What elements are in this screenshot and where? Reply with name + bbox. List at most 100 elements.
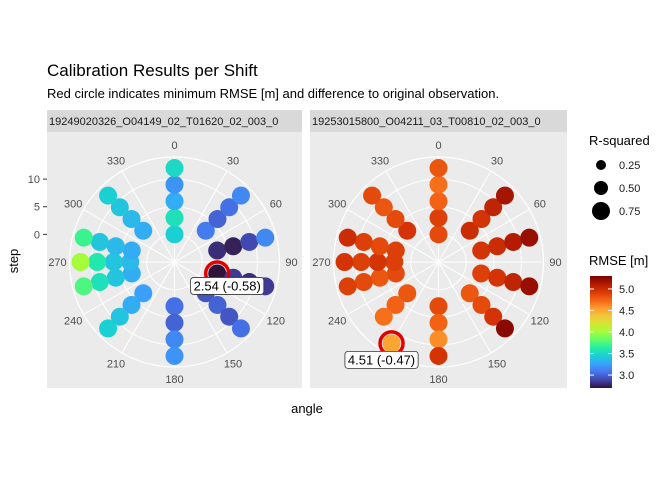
- data-point: [99, 319, 118, 338]
- angle-tick-label: 240: [328, 316, 346, 328]
- data-point: [386, 210, 405, 229]
- angle-tick-label: 120: [531, 316, 549, 328]
- data-point: [374, 198, 393, 217]
- data-point: [208, 241, 227, 260]
- data-point: [224, 237, 243, 256]
- angle-tick-label: 0: [435, 140, 441, 152]
- data-point: [338, 228, 357, 247]
- data-point: [370, 237, 389, 256]
- step-tick-label: 10: [28, 174, 40, 186]
- data-point: [71, 253, 90, 271]
- angle-tick-label: 90: [285, 257, 297, 269]
- data-point: [472, 264, 491, 283]
- data-point: [386, 241, 405, 260]
- angle-gridline: [83, 209, 175, 263]
- angle-gridline: [83, 261, 175, 315]
- data-point: [398, 221, 417, 240]
- colorbar-label: 3.5: [619, 349, 634, 361]
- data-point: [429, 175, 448, 194]
- data-point: [472, 241, 491, 260]
- data-point: [429, 330, 448, 349]
- data-point: [495, 319, 514, 338]
- angle-tick-label: 330: [107, 156, 125, 168]
- colorbar-label: 4.0: [619, 327, 634, 339]
- data-point: [429, 208, 448, 227]
- data-point: [368, 253, 387, 271]
- data-point: [220, 307, 239, 326]
- min-rmse-label: 2.54 (-0.58): [190, 277, 265, 295]
- y-axis-title: step: [6, 249, 21, 274]
- min-rmse-label-text: 2.54 (-0.58): [194, 278, 261, 293]
- data-point: [165, 208, 184, 227]
- data-point: [106, 237, 125, 256]
- data-point: [134, 221, 153, 240]
- data-point: [110, 307, 129, 326]
- data-point: [495, 186, 514, 205]
- angle-gridline: [438, 209, 530, 263]
- min-rmse-label-box: [344, 350, 419, 369]
- data-point: [354, 273, 373, 292]
- colorbar-label: 4.5: [619, 305, 634, 317]
- angle-gridline: [174, 209, 266, 263]
- x-axis-title: angle: [291, 401, 323, 416]
- strip-background: [47, 110, 302, 132]
- angle-tick-label: 270: [312, 257, 330, 269]
- angle-tick-label: 120: [267, 316, 285, 328]
- min-rmse-label-box: [190, 277, 265, 295]
- data-point: [208, 295, 227, 314]
- data-point: [88, 253, 107, 271]
- data-point: [352, 253, 371, 271]
- data-point: [122, 210, 141, 229]
- size-legend-key: [592, 202, 610, 220]
- facet-panel: 19253015800_O04211_03_T00810_02_003_0 0 30…: [310, 110, 567, 388]
- data-point: [460, 284, 479, 303]
- angle-tick-label: 150: [488, 358, 506, 370]
- data-point: [196, 221, 215, 240]
- data-point: [488, 237, 507, 256]
- data-point: [106, 268, 125, 287]
- colorbar-label: 5.0: [619, 284, 634, 296]
- angle-tick-label: 330: [371, 156, 389, 168]
- data-point: [231, 186, 250, 205]
- data-point: [90, 273, 109, 292]
- data-point: [429, 192, 448, 211]
- angle-gridline: [121, 170, 175, 263]
- data-point: [429, 159, 448, 178]
- colorbar: [590, 276, 612, 388]
- legend: R-squared RMSE [m] 0.25 0.50 0.75 3.0 3.5 4.0…: [589, 133, 650, 388]
- data-point: [429, 346, 448, 365]
- data-point: [460, 221, 479, 240]
- data-point: [220, 198, 239, 217]
- data-point: [134, 284, 153, 303]
- color-legend-title: RMSE [m]: [589, 253, 648, 268]
- data-point: [488, 268, 507, 287]
- chart-title: Calibration Results per Shift: [47, 61, 258, 80]
- angle-tick-label: 150: [224, 358, 242, 370]
- colorbar-label: 3.0: [619, 370, 634, 382]
- data-point: [398, 284, 417, 303]
- angle-tick-label: 270: [48, 257, 66, 269]
- data-point: [504, 232, 523, 251]
- data-point: [338, 277, 357, 296]
- data-point: [363, 186, 382, 205]
- chart-subtitle: Red circle indicates minimum RMSE [m] an…: [47, 86, 499, 101]
- data-point: [99, 186, 118, 205]
- size-legend-key: [594, 181, 608, 195]
- angle-tick-label: 300: [64, 199, 82, 211]
- data-point: [504, 273, 523, 292]
- data-point: [354, 232, 373, 251]
- size-legend-label: 0.25: [619, 160, 640, 172]
- data-point: [520, 228, 539, 247]
- data-point: [231, 319, 250, 338]
- data-point: [429, 297, 448, 316]
- size-legend-label: 0.50: [619, 183, 640, 195]
- data-point: [165, 175, 184, 194]
- data-point: [90, 232, 109, 251]
- facet-strip-label: 19253015800_O04211_03_T00810_02_003_0: [312, 116, 541, 128]
- data-point: [110, 198, 129, 217]
- step-tick-label: 0: [34, 229, 40, 241]
- size-legend-title: R-squared: [589, 133, 650, 148]
- angle-tick-label: 0: [171, 140, 177, 152]
- step-tick-label: 5: [34, 202, 40, 214]
- angle-gridline: [121, 261, 175, 354]
